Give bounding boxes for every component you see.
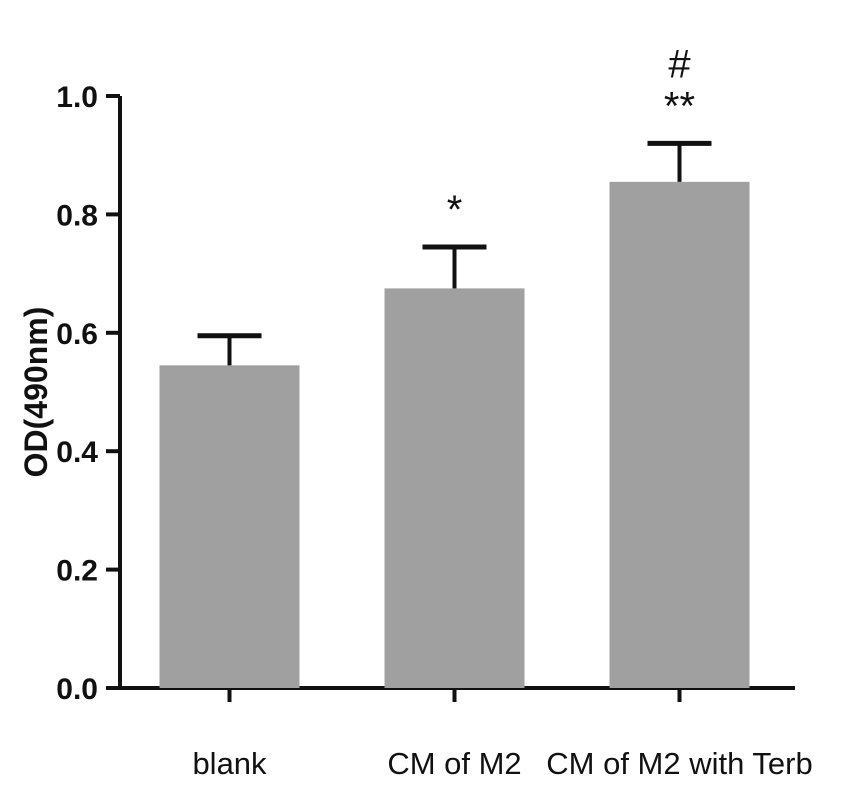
y-axis-label: OD(490nm) bbox=[18, 307, 54, 478]
significance-marker: * bbox=[447, 188, 463, 232]
y-tick-label: 0.4 bbox=[56, 436, 98, 469]
bars bbox=[159, 140, 750, 688]
y-tick-label: 0.8 bbox=[56, 199, 98, 232]
significance-marker: ** bbox=[664, 84, 695, 128]
bar bbox=[609, 181, 750, 688]
y-tick-label: 0.6 bbox=[56, 318, 98, 351]
labels: blank CM of M2 * CM of M2 with Terb **# bbox=[192, 42, 812, 781]
y-axis: 0.0 0.2 0.4 0.6 0.8 1.0 bbox=[56, 81, 122, 706]
bar bbox=[384, 288, 525, 688]
y-tick-label: 0.2 bbox=[56, 555, 98, 588]
category-label: CM of M2 with Terb bbox=[546, 746, 812, 781]
y-tick-label: 0.0 bbox=[56, 673, 98, 706]
significance-marker: # bbox=[668, 42, 691, 86]
x-axis bbox=[118, 686, 795, 702]
category-label: CM of M2 bbox=[387, 746, 521, 781]
y-tick-label: 1.0 bbox=[56, 81, 98, 114]
category-label: blank bbox=[192, 746, 267, 781]
bar bbox=[159, 365, 300, 688]
